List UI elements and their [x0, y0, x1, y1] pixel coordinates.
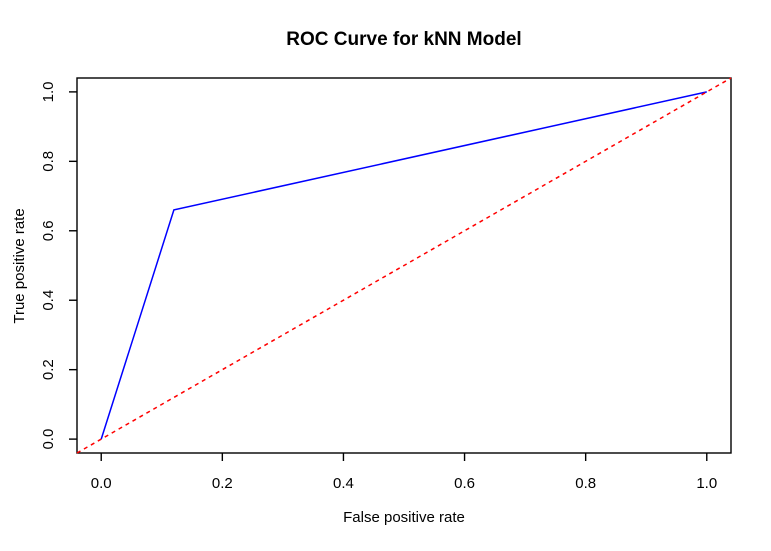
y-tick-label: 1.0: [40, 81, 57, 102]
roc-curve-line: [100, 91, 707, 440]
x-axis-label: False positive rate: [343, 509, 465, 526]
x-tick-label: 1.0: [696, 475, 717, 492]
y-axis-label: True positive rate: [11, 208, 28, 323]
plot-box: [76, 77, 732, 454]
reference-diagonal-line: [76, 77, 732, 454]
y-tick-label: 0.0: [40, 429, 57, 450]
y-tick-label: 0.2: [40, 359, 57, 380]
y-tick-label: 0.6: [40, 220, 57, 241]
x-tick-label: 0.6: [454, 475, 475, 492]
x-tick-label: 0.4: [333, 475, 354, 492]
plot-area: 0.0 0.2 0.4 0.6 0.8 1.0 0.0 0.2 0.4 0.6 0.8 1.0: [40, 77, 732, 492]
y-tick-label: 0.4: [40, 290, 57, 311]
x-tick-label: 0.0: [91, 475, 112, 492]
chart-title: ROC Curve for kNN Model: [286, 29, 521, 50]
y-tick-label: 0.8: [40, 151, 57, 172]
x-tick-label: 0.8: [575, 475, 596, 492]
x-tick-label: 0.2: [212, 475, 233, 492]
